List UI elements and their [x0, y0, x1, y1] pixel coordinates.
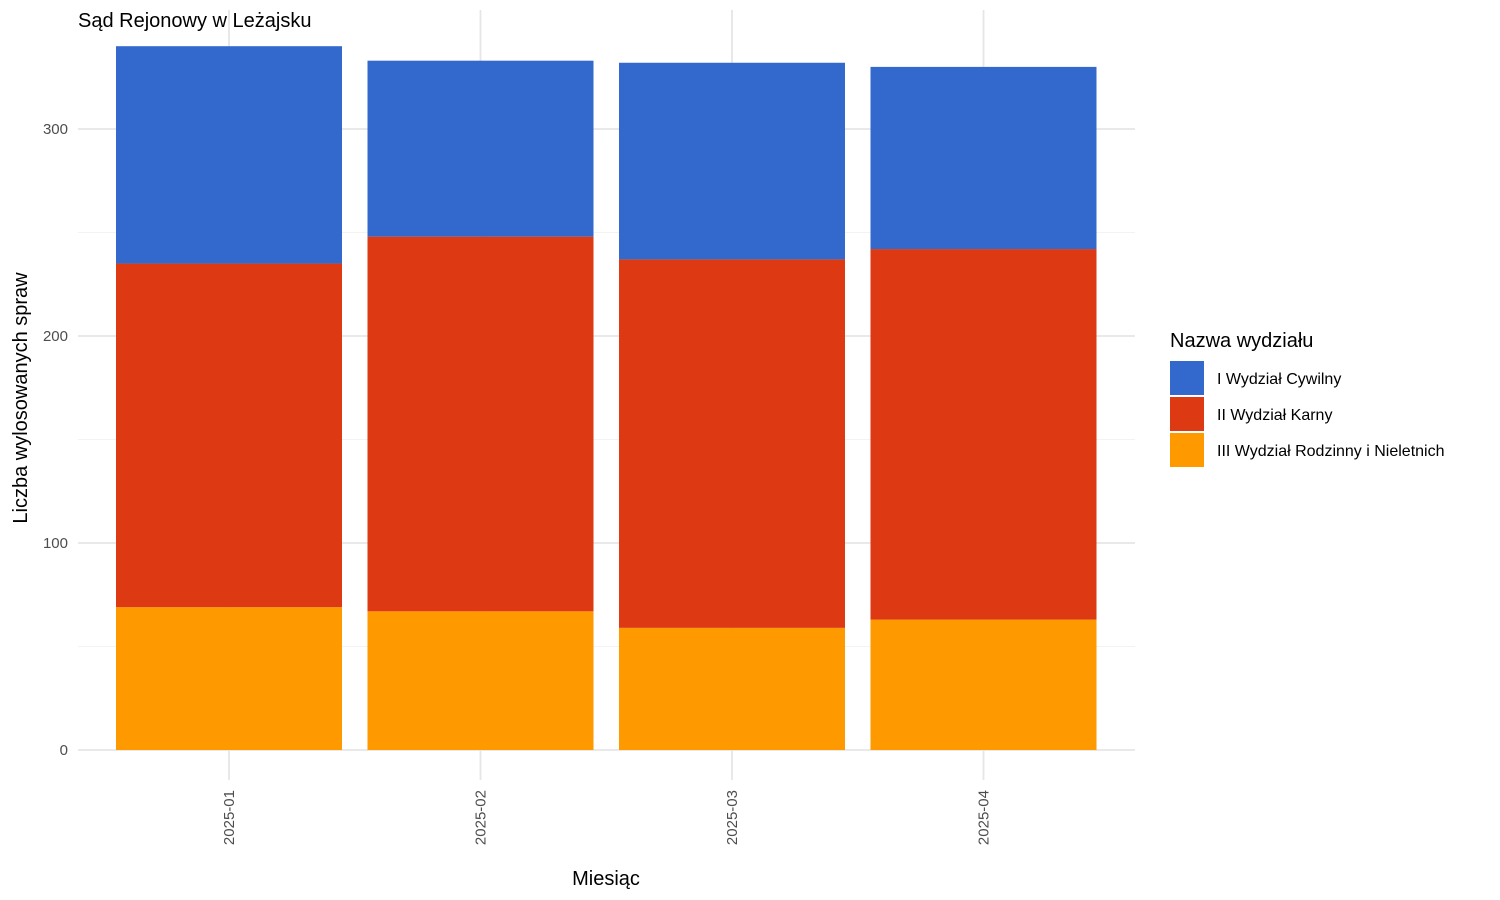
bar-segment — [870, 249, 1097, 620]
bar-segment — [619, 62, 845, 260]
y-tick-label: 300 — [43, 121, 68, 138]
bar-segment — [116, 46, 342, 264]
y-axis-title: Liczba wylosowanych spraw — [10, 272, 32, 524]
bar-segment — [619, 627, 845, 750]
legend-label: I Wydział Cywilny — [1217, 371, 1341, 388]
legend-label: II Wydział Karny — [1217, 407, 1332, 424]
bar-segment — [367, 236, 594, 612]
bar-segment — [116, 607, 342, 750]
legend-label: III Wydział Rodzinny i Nieletnich — [1217, 443, 1445, 460]
legend-swatch — [1170, 361, 1204, 395]
legend-swatch — [1170, 433, 1204, 467]
legend-items: I Wydział Cywilny II Wydział Karny III Wyd… — [1170, 361, 1445, 467]
bar-segment — [870, 619, 1097, 750]
bar-segment — [870, 66, 1097, 250]
legend-title: Nazwa wydziału — [1170, 330, 1313, 352]
y-tick-label: 100 — [43, 535, 68, 552]
x-tick-label: 2025-02 — [473, 790, 490, 845]
x-tick-label: 2025-03 — [724, 790, 741, 845]
y-axis-ticks: 0 100 200 300 — [43, 121, 68, 759]
y-tick-label: 0 — [60, 742, 68, 759]
bar-segment — [367, 611, 594, 750]
bar-segment — [367, 60, 594, 237]
x-axis-title: Miesiąc — [572, 868, 640, 890]
legend-swatch — [1170, 397, 1204, 431]
bars — [116, 46, 1097, 750]
bar-segment — [619, 259, 845, 628]
legend: Nazwa wydziału I Wydział Cywilny II Wydzi… — [1170, 330, 1445, 467]
x-tick-label: 2025-04 — [976, 790, 993, 845]
x-tick-label: 2025-01 — [221, 790, 238, 845]
x-axis-ticks: 2025-01 2025-02 2025-03 2025-04 — [221, 790, 993, 845]
bar-segment — [116, 263, 342, 608]
y-tick-label: 200 — [43, 328, 68, 345]
chart-title: Sąd Rejonowy w Leżajsku — [78, 10, 311, 32]
